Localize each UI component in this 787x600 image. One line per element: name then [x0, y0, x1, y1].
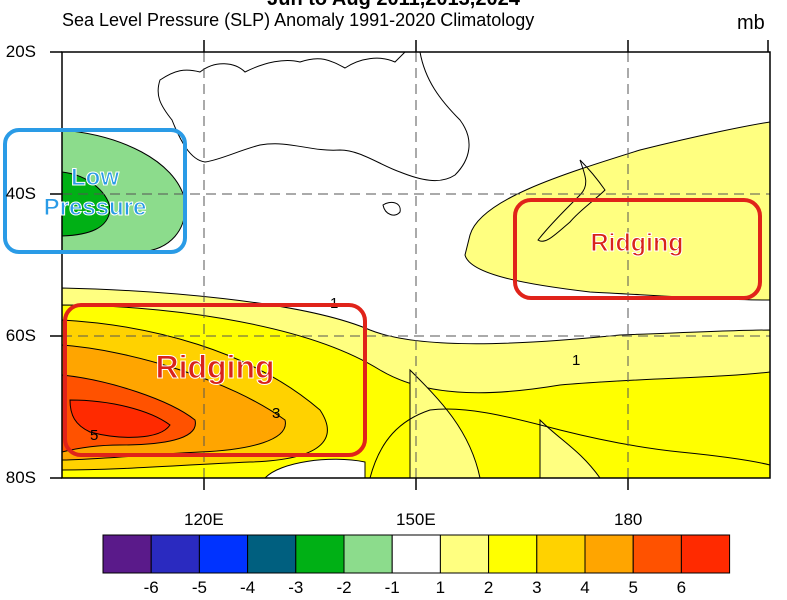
- colorbar-label: -6: [143, 578, 159, 597]
- colorbar-label: -3: [288, 578, 304, 597]
- colorbar-swatch: [536, 534, 586, 574]
- chart-subtitle: Sea Level Pressure (SLP) Anomaly 1991-20…: [62, 10, 535, 30]
- colorbar-swatch: [150, 534, 200, 574]
- gridlines: [62, 52, 770, 478]
- colorbar: [102, 534, 731, 574]
- colorbar-swatch: [584, 534, 634, 574]
- colorbar-label: 2: [483, 578, 494, 597]
- tasmania-coastline: [382, 201, 401, 216]
- lon-label: 180: [614, 510, 643, 529]
- lat-label: 80S: [5, 468, 36, 487]
- colorbar-swatch: [488, 534, 538, 574]
- ridging-east-box: [513, 198, 762, 300]
- low-pressure-box: [3, 128, 187, 254]
- new-zealand-coastline: [537, 159, 606, 242]
- contour-label: 3: [272, 405, 280, 422]
- colorbar-swatch: [439, 534, 490, 574]
- colorbar-label: 3: [532, 578, 542, 597]
- colorbar-swatch: [343, 534, 393, 574]
- chart-title: Jun to Aug 2011,2013,2024: [0, 0, 787, 11]
- colorbar-label: 6: [676, 578, 687, 597]
- colorbar-swatch: [680, 534, 731, 574]
- colorbar-label: -5: [191, 578, 207, 597]
- colorbar-swatch: [102, 534, 152, 574]
- lon-label: 120E: [184, 510, 224, 529]
- lat-label: 20S: [5, 42, 36, 61]
- lat-label: 60S: [5, 326, 36, 345]
- ridging-east-label: Ridging: [590, 229, 684, 258]
- colorbar-label: -1: [384, 578, 400, 597]
- colorbar-swatch: [391, 534, 441, 574]
- ridging-south-box: [63, 303, 367, 457]
- ridging-south-label: Ridging: [155, 349, 275, 385]
- australia-coastline: [157, 51, 470, 182]
- lat-label: 40S: [5, 184, 36, 203]
- colorbar-label: 4: [580, 578, 590, 597]
- contour-fill-6: [69, 399, 171, 438]
- antarctica-coastline: [369, 408, 771, 479]
- colorbar-label: -2: [336, 578, 352, 597]
- colorbar-swatch: [198, 534, 249, 574]
- units-label: mb: [737, 12, 765, 34]
- colorbar-label: 1: [435, 578, 446, 597]
- colorbar-swatch: [632, 534, 682, 574]
- contour-label: 5: [90, 427, 98, 444]
- colorbar-swatch: [295, 534, 345, 574]
- contour-label: 1: [572, 352, 580, 369]
- colorbar-swatch: [247, 534, 297, 574]
- colorbar-label: -4: [240, 578, 256, 597]
- colorbar-label: 5: [628, 578, 638, 597]
- contour-fill-minus2-3: [61, 171, 111, 237]
- lon-label: 150E: [396, 510, 436, 529]
- low-pressure-label: Low Pressure: [43, 164, 147, 222]
